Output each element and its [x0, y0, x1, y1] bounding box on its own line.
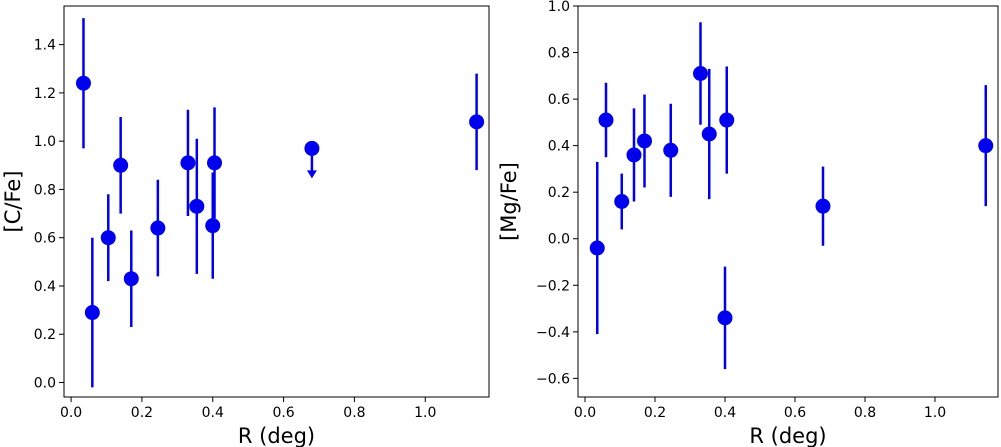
data-point — [180, 155, 196, 171]
x-tick-label: 0.6 — [272, 405, 294, 421]
x-tick-label: 0.0 — [574, 405, 596, 421]
y-axis-label: [Mg/Fe] — [497, 162, 521, 241]
y-tick-label: 0.0 — [548, 232, 570, 248]
x-axis-label: R (deg) — [238, 424, 315, 447]
upper-limit-point — [304, 140, 320, 156]
panel-carbon: 0.0 0.2 0.4 0.6 0.8 1.0 0.0 0.2 0.4 0.6 0.8 1.0 1.2 1… — [1, 5, 490, 447]
y-tick-label: 0.2 — [548, 185, 570, 201]
y-tick-label: 1.0 — [34, 134, 56, 150]
data-point — [84, 305, 100, 321]
x-tick-label: 0.4 — [714, 405, 736, 421]
data-point — [469, 114, 485, 130]
data-point — [978, 138, 994, 154]
data-point — [693, 65, 708, 81]
x-axis-label: R (deg) — [749, 424, 826, 447]
y-tick-label: 1.4 — [34, 38, 56, 54]
y-tick-label: −0.6 — [536, 371, 570, 387]
data-point — [123, 271, 139, 287]
data-point — [207, 155, 223, 171]
x-tick-label: 0.2 — [131, 405, 153, 421]
data-point — [75, 75, 91, 91]
plot-frame — [577, 5, 999, 398]
y-tick-label: 1.0 — [548, 0, 570, 15]
x-tick-label: 0.6 — [784, 405, 806, 421]
y-tick-label: 0.8 — [548, 46, 570, 62]
data-point — [205, 218, 221, 234]
y-tick-label: 0.6 — [548, 92, 570, 108]
panel-magnesium: 0.0 0.2 0.4 0.6 0.8 1.0 −0.6 −0.4 −0.2 0.0 0.2 0.4 0… — [497, 0, 999, 447]
data-point — [614, 194, 630, 209]
y-tick-label: 0.6 — [34, 231, 56, 247]
plot-frame — [63, 5, 490, 398]
data-point — [701, 126, 717, 142]
data-point — [113, 157, 129, 173]
y-tick-label: −0.2 — [536, 278, 570, 294]
y-tick-label: 0.2 — [34, 327, 56, 343]
x-tick-label: 0.0 — [60, 405, 82, 421]
y-tick-label: 0.8 — [34, 182, 56, 198]
data-point — [100, 230, 116, 246]
data-point — [717, 310, 733, 326]
data-point — [189, 198, 205, 214]
data-point — [663, 142, 679, 158]
upper-limit-arrow-head — [306, 170, 317, 179]
y-tick-label: 1.2 — [34, 86, 56, 102]
x-tick-label: 0.2 — [644, 405, 666, 421]
y-tick-label: −0.4 — [536, 325, 570, 341]
data-point — [637, 133, 652, 149]
y-tick-label: 0.4 — [34, 279, 56, 295]
y-axis-label: [C/Fe] — [1, 171, 25, 233]
x-tick-label: 1.0 — [414, 405, 436, 421]
y-tick-label: 0.0 — [34, 376, 56, 392]
data-point — [719, 112, 735, 128]
x-tick-label: 1.0 — [924, 405, 946, 421]
data-point — [598, 112, 614, 128]
data-point — [150, 220, 166, 236]
x-tick-label: 0.8 — [854, 405, 876, 421]
data-point — [815, 198, 831, 214]
data-point — [589, 240, 605, 256]
y-tick-label: 0.4 — [548, 139, 570, 155]
x-tick-label: 0.8 — [343, 405, 365, 421]
data-point — [626, 147, 642, 163]
x-tick-label: 0.4 — [202, 405, 224, 421]
